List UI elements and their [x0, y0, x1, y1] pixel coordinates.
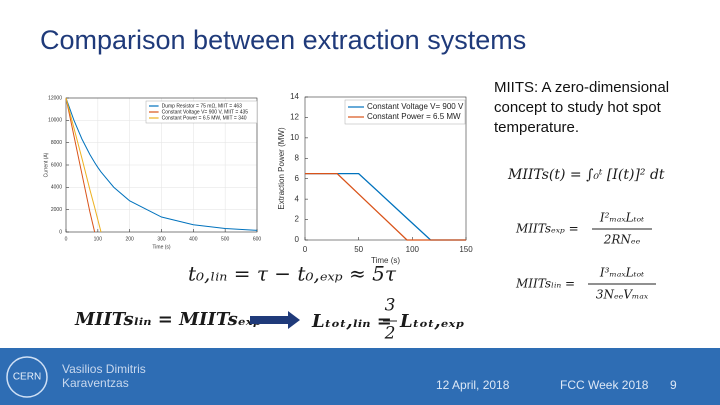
arrow	[250, 311, 300, 329]
series-line	[65, 97, 102, 233]
y-tick-label: 8000	[51, 140, 62, 146]
y-tick-label: 4000	[51, 185, 62, 191]
y-tick-label: 10000	[48, 118, 62, 124]
page-number: 9	[670, 378, 677, 392]
legend-box	[344, 99, 466, 125]
x-tick-label: 500	[221, 236, 230, 242]
y-tick-label: 8	[295, 153, 300, 162]
x-tick-label: 300	[157, 236, 166, 242]
y-tick-label: 6	[295, 174, 300, 183]
x-tick-label: 100	[406, 245, 420, 254]
author-box: Vasilios Dimitris Karaventzas	[62, 362, 146, 390]
plot-frame	[304, 96, 467, 241]
equation-numerator: I²ₘₐₓLₜₒₜ	[599, 211, 644, 225]
series-line	[65, 97, 258, 231]
y-tick-label: 2	[295, 215, 300, 224]
equation: MIITsₗᵢₙ = MIITsₑₓₚ	[74, 309, 261, 330]
equation-denominator: 2RNₑₑ	[603, 233, 641, 247]
x-tick-label: 0	[65, 236, 68, 242]
equation-lhs: Lₜₒₜ,ₗᵢₙ =	[311, 311, 392, 332]
y-tick-label: 4	[295, 194, 300, 203]
legend-box	[145, 100, 258, 124]
y-tick-label: 6000	[51, 162, 62, 168]
event: FCC Week 2018	[560, 378, 649, 392]
x-tick-label: 100	[94, 236, 103, 242]
legend-label: Constant Voltage V= 900 V, MIIT = 435	[162, 109, 249, 115]
description-box: MIITS: A zero-dimensional concept to stu…	[494, 79, 670, 136]
equation-numerator: I³ₘₐₓLₜₒₜ	[599, 266, 644, 280]
y-tick-label: 12000	[48, 95, 62, 101]
logo	[6, 356, 48, 398]
equation-lhs: MIITsₗᵢₙ =	[515, 277, 575, 291]
y-tick-label: 2000	[51, 207, 62, 213]
equation-denominator: 2	[384, 324, 396, 344]
legend-label: Constant Power = 6.5 MW, MIIT = 340	[162, 115, 247, 121]
plot-frame	[65, 97, 258, 233]
date: 12 April, 2018	[436, 378, 510, 392]
footer-band	[0, 348, 720, 405]
x-tick-label: 0	[303, 245, 308, 254]
y-tick-label: 0	[59, 229, 62, 235]
legend-label: Constant Voltage V= 900 V	[367, 102, 464, 111]
legend-label: Constant Power = 6.5 MW	[367, 112, 461, 121]
y-axis-label: Current (A)	[43, 152, 49, 177]
y-axis-label: Extraction Power (MW)	[277, 127, 286, 210]
legend-label: Dump Resistor = 75 mΩ, MIIT = 463	[162, 103, 243, 109]
series-line	[305, 172, 466, 241]
series-line	[65, 97, 96, 233]
x-axis-label: Time (s)	[152, 244, 170, 250]
equation: t₀,ₗᵢₙ = τ − t₀,ₑₓₚ ≈ 5τ	[188, 262, 397, 286]
y-tick-label: 12	[290, 113, 299, 122]
equation-denominator: 3NₑₑVₘₐₓ	[596, 288, 649, 302]
equation: MIITs(t) = ∫₀ᵗ [I(t)]² dt	[507, 167, 665, 183]
x-tick-label: 600	[253, 236, 262, 242]
y-tick-label: 0	[295, 235, 300, 244]
equation-rhs: Lₜₒₜ,ₑₓₚ	[399, 311, 464, 332]
equation-numerator: 3	[385, 296, 396, 316]
equation-lhs: MIITsₑₓₚ =	[515, 222, 579, 236]
slide-title: Comparison between extraction systems	[40, 25, 526, 55]
x-tick-label: 50	[354, 245, 363, 254]
logo-text: CERN	[13, 372, 41, 383]
y-tick-label: 14	[290, 92, 299, 101]
x-tick-label: 200	[125, 236, 134, 242]
author: Vasilios Dimitris Karaventzas	[62, 362, 146, 390]
x-axis-label: Time (s)	[371, 256, 400, 265]
series-line	[305, 172, 466, 241]
y-tick-label: 10	[290, 133, 299, 142]
x-tick-label: 400	[189, 236, 198, 242]
description: MIITS: A zero-dimensional concept to stu…	[494, 79, 670, 136]
x-tick-label: 150	[459, 245, 473, 254]
